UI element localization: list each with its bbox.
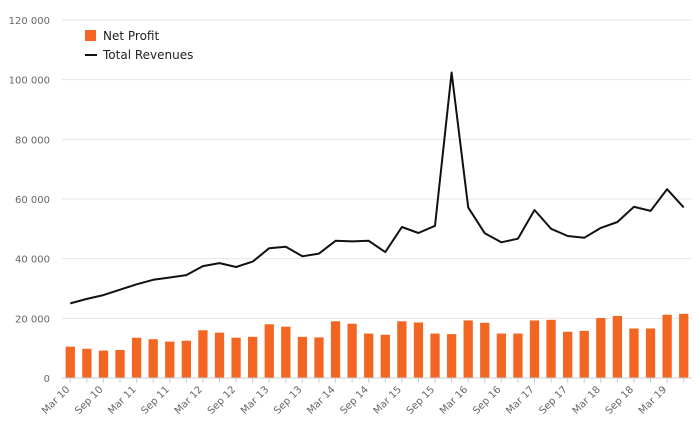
bar-net-profit xyxy=(446,334,457,378)
bar-net-profit xyxy=(281,326,291,378)
total-revenues-line-group xyxy=(70,71,685,305)
y-tick-label: 80 000 xyxy=(15,135,50,146)
bar-net-profit xyxy=(563,331,573,378)
x-tick-label: Mar 11 xyxy=(106,384,138,416)
bar-net-profit xyxy=(380,334,390,378)
bar-net-profit xyxy=(463,320,473,378)
bar-net-profit xyxy=(612,315,623,378)
legend-swatch-net-profit xyxy=(85,30,96,41)
bar-net-profit xyxy=(264,324,274,378)
total-revenues-line xyxy=(70,71,685,305)
x-tick-label: Mar 15 xyxy=(372,384,404,416)
x-tick-label: Mar 16 xyxy=(438,384,470,416)
y-axis-tick-labels: 0 20 000 40 000 60 000 80 000 100 000 120 000 xyxy=(9,16,50,385)
bar-net-profit xyxy=(529,320,540,378)
x-tick-label: Sep 17 xyxy=(537,384,569,416)
x-tick-label: Mar 17 xyxy=(504,384,536,416)
bar-net-profit xyxy=(596,318,606,378)
bar-net-profit xyxy=(546,319,556,378)
legend-label-net-profit: Net Profit xyxy=(103,29,159,43)
x-tick-label: Mar 18 xyxy=(571,384,603,416)
bar-net-profit xyxy=(662,314,672,378)
y-tick-label: 20 000 xyxy=(15,314,50,325)
bar-net-profit xyxy=(480,322,490,378)
bar-net-profit xyxy=(82,348,92,378)
gridlines xyxy=(62,19,692,319)
legend-label-total-revenues: Total Revenues xyxy=(102,48,193,62)
bar-net-profit xyxy=(181,340,191,378)
x-tick-label: Mar 19 xyxy=(637,384,669,416)
bar-net-profit xyxy=(579,330,589,378)
y-tick-label: 120 000 xyxy=(9,16,50,27)
bar-net-profit xyxy=(330,321,341,378)
y-tick-label: 40 000 xyxy=(15,255,50,266)
x-tick-label: Mar 10 xyxy=(40,384,72,416)
bar-net-profit xyxy=(645,328,656,378)
bar-net-profit xyxy=(115,349,125,378)
bar-net-profit xyxy=(397,321,407,378)
x-tick-label: Sep 11 xyxy=(140,384,172,416)
bar-net-profit xyxy=(347,323,357,378)
bar-net-profit xyxy=(430,333,440,378)
bar-net-profit xyxy=(629,328,639,378)
bar-net-profit xyxy=(248,336,258,378)
bar-net-profit xyxy=(165,341,175,378)
x-tick-label: Mar 14 xyxy=(305,384,337,416)
bar-net-profit xyxy=(231,337,241,378)
bar-net-profit xyxy=(513,333,523,378)
bar-net-profit xyxy=(131,337,142,378)
x-tick-label: Sep 10 xyxy=(73,384,105,416)
bar-net-profit xyxy=(496,333,506,378)
x-tick-label: Mar 12 xyxy=(173,384,205,416)
bar-net-profit xyxy=(314,337,324,378)
y-tick-label: 60 000 xyxy=(15,195,50,206)
bar-net-profit xyxy=(214,332,225,378)
net-profit-bars xyxy=(65,313,689,378)
y-tick-label: 100 000 xyxy=(9,76,50,87)
x-tick-label: Sep 13 xyxy=(272,384,304,416)
x-tick-label: Sep 12 xyxy=(206,384,238,416)
bar-net-profit xyxy=(198,330,208,378)
x-tick-label: Sep 16 xyxy=(471,384,503,416)
bar-net-profit xyxy=(297,336,308,378)
bar-net-profit xyxy=(679,313,689,378)
x-tick-label: Sep 15 xyxy=(405,384,437,416)
bar-net-profit xyxy=(364,333,374,378)
bar-net-profit xyxy=(65,346,75,378)
legend: Net Profit Total Revenues xyxy=(85,29,193,62)
y-tick-label: 0 xyxy=(44,374,50,385)
x-axis: Mar 10 Sep 10 Mar 11 Sep 11 Mar 12 Sep 12 Mar … xyxy=(40,377,692,417)
bar-net-profit xyxy=(413,322,424,378)
bar-net-profit xyxy=(148,339,158,378)
x-tick-label: Sep 18 xyxy=(604,384,636,416)
x-tick-label: Mar 13 xyxy=(239,384,271,416)
x-tick-label: Sep 14 xyxy=(338,384,370,416)
bar-net-profit xyxy=(98,350,109,378)
